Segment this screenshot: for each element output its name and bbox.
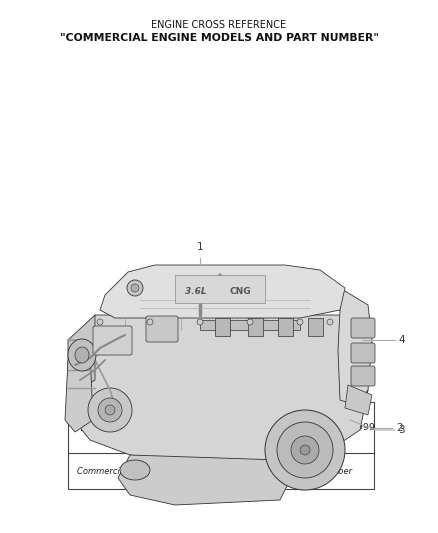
Bar xyxy=(308,318,323,336)
FancyBboxPatch shape xyxy=(351,343,375,363)
Ellipse shape xyxy=(75,347,89,363)
Circle shape xyxy=(131,284,139,292)
Circle shape xyxy=(147,319,153,325)
Polygon shape xyxy=(68,315,368,460)
Text: CNG: CNG xyxy=(230,287,251,295)
Polygon shape xyxy=(118,455,290,505)
Text: Engine code number: Engine code number xyxy=(178,466,265,475)
FancyBboxPatch shape xyxy=(351,366,375,386)
Circle shape xyxy=(277,422,333,478)
Circle shape xyxy=(297,319,303,325)
Polygon shape xyxy=(68,315,95,390)
Circle shape xyxy=(265,410,345,490)
Ellipse shape xyxy=(68,339,96,371)
Bar xyxy=(215,318,230,336)
Circle shape xyxy=(197,319,203,325)
Text: Commercial models: Commercial models xyxy=(77,466,161,475)
Polygon shape xyxy=(345,385,372,415)
Bar xyxy=(248,318,263,336)
FancyBboxPatch shape xyxy=(351,318,375,338)
Text: 3: 3 xyxy=(398,425,405,435)
Polygon shape xyxy=(100,265,345,318)
Bar xyxy=(278,318,293,336)
Bar xyxy=(175,275,265,303)
Circle shape xyxy=(247,319,253,325)
Polygon shape xyxy=(338,288,372,405)
Circle shape xyxy=(97,319,103,325)
Bar xyxy=(200,320,300,330)
Text: dm. 01001 fm. 99999: dm. 01001 fm. 99999 xyxy=(272,423,375,432)
Text: 3.6L: 3.6L xyxy=(185,287,207,295)
Ellipse shape xyxy=(120,460,150,480)
Text: 1: 1 xyxy=(197,242,203,252)
Text: VM 64 C: VM 64 C xyxy=(195,423,247,433)
Circle shape xyxy=(88,388,132,432)
Text: ENGINE CROSS REFERENCE: ENGINE CROSS REFERENCE xyxy=(152,20,286,30)
Text: 4: 4 xyxy=(398,335,405,345)
Circle shape xyxy=(98,398,122,422)
Text: RA 428 RT7.05A: RA 428 RT7.05A xyxy=(80,423,158,433)
Text: serial number: serial number xyxy=(294,466,352,475)
Text: 2: 2 xyxy=(396,423,403,433)
Circle shape xyxy=(300,445,310,455)
FancyBboxPatch shape xyxy=(93,326,132,355)
Circle shape xyxy=(291,436,319,464)
Polygon shape xyxy=(65,350,93,432)
Text: "COMMERCIAL ENGINE MODELS AND PART NUMBER": "COMMERCIAL ENGINE MODELS AND PART NUMBE… xyxy=(60,33,378,43)
Circle shape xyxy=(327,319,333,325)
Circle shape xyxy=(127,280,143,296)
Circle shape xyxy=(105,405,115,415)
FancyBboxPatch shape xyxy=(146,316,178,342)
Bar xyxy=(68,402,374,489)
